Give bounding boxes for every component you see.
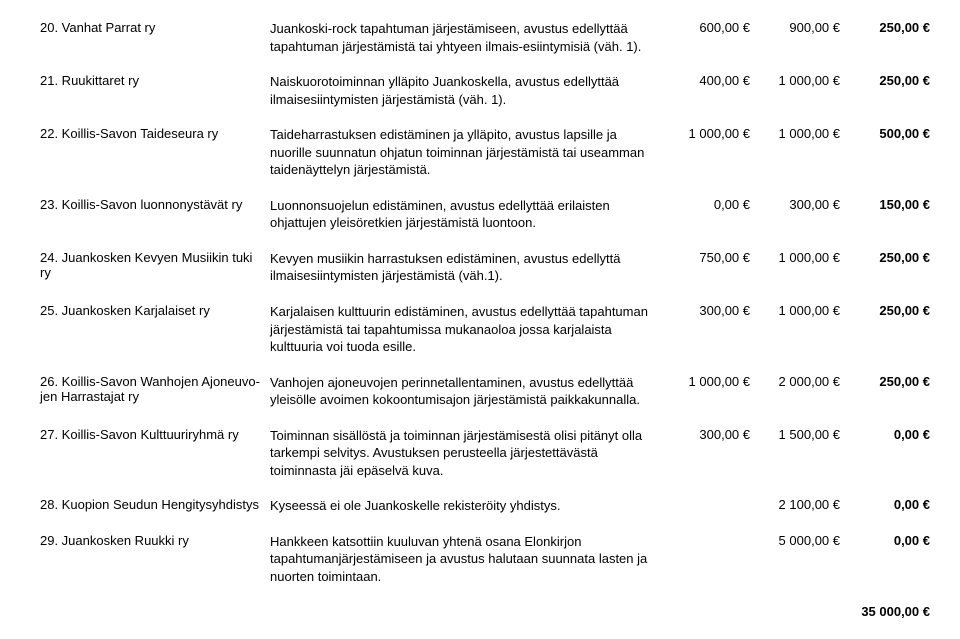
- amount-col-3: 250,00 €: [840, 303, 930, 318]
- amount-col-1: 750,00 €: [660, 250, 750, 265]
- amount-col-2: 900,00 €: [750, 20, 840, 35]
- org-label: 24. Juankosken Kevyen Musiikin tuki ry: [40, 250, 270, 280]
- org-label: 29. Juankosken Ruukki ry: [40, 533, 270, 548]
- org-description: Luonnonsuojelun edistäminen, avustus ede…: [270, 197, 660, 232]
- grant-row: 21. Ruukittaret ryNaiskuorotoiminnan yll…: [40, 73, 920, 108]
- amount-col-3: 0,00 €: [840, 427, 930, 442]
- grant-row: 29. Juankosken Ruukki ryHankkeen katsott…: [40, 533, 920, 586]
- amount-col-1: 600,00 €: [660, 20, 750, 35]
- org-label: 22. Koillis-Savon Taideseura ry: [40, 126, 270, 141]
- org-description: Naiskuorotoiminnan ylläpito Juankoskella…: [270, 73, 660, 108]
- org-description: Vanhojen ajoneuvojen perinnetallentamine…: [270, 374, 660, 409]
- grant-row: 22. Koillis-Savon Taideseura ryTaideharr…: [40, 126, 920, 179]
- grant-row: 25. Juankosken Karjalaiset ryKarjalaisen…: [40, 303, 920, 356]
- grant-row: 27. Koillis-Savon Kulttuuriryhmä ryToimi…: [40, 427, 920, 480]
- org-description: Hankkeen katsottiin kuuluvan yhtenä osan…: [270, 533, 660, 586]
- amount-col-3: 0,00 €: [840, 497, 930, 512]
- amount-col-2: 1 000,00 €: [750, 126, 840, 141]
- org-label: 26. Koillis-Savon Wanhojen Ajoneuvo- jen…: [40, 374, 270, 404]
- amount-col-3: 250,00 €: [840, 374, 930, 389]
- amount-col-1: 300,00 €: [660, 303, 750, 318]
- amount-col-1: 300,00 €: [660, 427, 750, 442]
- total-amount: 35 000,00 €: [840, 604, 930, 619]
- amount-col-2: 2 100,00 €: [750, 497, 840, 512]
- amount-col-3: 500,00 €: [840, 126, 930, 141]
- amount-col-2: 1 000,00 €: [750, 250, 840, 265]
- amount-col-1: 0,00 €: [660, 197, 750, 212]
- org-label: 20. Vanhat Parrat ry: [40, 20, 270, 35]
- org-description: Juankoski-rock tapahtuman järjestämiseen…: [270, 20, 660, 55]
- org-label: 23. Koillis-Savon luonnonystävät ry: [40, 197, 270, 212]
- org-label: 27. Koillis-Savon Kulttuuriryhmä ry: [40, 427, 270, 442]
- grant-row: 20. Vanhat Parrat ryJuankoski-rock tapah…: [40, 20, 920, 55]
- org-description: Taideharrastuksen edistäminen ja ylläpit…: [270, 126, 660, 179]
- amount-col-1: 1 000,00 €: [660, 126, 750, 141]
- org-label: 25. Juankosken Karjalaiset ry: [40, 303, 270, 318]
- amount-col-2: 5 000,00 €: [750, 533, 840, 548]
- amount-col-2: 1 000,00 €: [750, 303, 840, 318]
- org-description: Kyseessä ei ole Juankoskelle rekisteröit…: [270, 497, 660, 515]
- grant-row: 28. Kuopion Seudun HengitysyhdistysKysee…: [40, 497, 920, 515]
- amount-col-2: 300,00 €: [750, 197, 840, 212]
- amount-col-3: 0,00 €: [840, 533, 930, 548]
- amount-col-1: 1 000,00 €: [660, 374, 750, 389]
- amount-col-2: 2 000,00 €: [750, 374, 840, 389]
- amount-col-3: 250,00 €: [840, 73, 930, 88]
- amount-col-1: 400,00 €: [660, 73, 750, 88]
- grant-row: 23. Koillis-Savon luonnonystävät ryLuonn…: [40, 197, 920, 232]
- amount-col-3: 150,00 €: [840, 197, 930, 212]
- grant-row: 24. Juankosken Kevyen Musiikin tuki ryKe…: [40, 250, 920, 285]
- amount-col-3: 250,00 €: [840, 250, 930, 265]
- org-description: Kevyen musiikin harrastuksen edistäminen…: [270, 250, 660, 285]
- grant-row: 26. Koillis-Savon Wanhojen Ajoneuvo- jen…: [40, 374, 920, 409]
- amount-col-3: 250,00 €: [840, 20, 930, 35]
- org-label: 21. Ruukittaret ry: [40, 73, 270, 88]
- org-description: Toiminnan sisällöstä ja toiminnan järjes…: [270, 427, 660, 480]
- total-row: 35 000,00 €: [40, 604, 920, 619]
- org-description: Karjalaisen kulttuurin edistäminen, avus…: [270, 303, 660, 356]
- amount-col-2: 1 000,00 €: [750, 73, 840, 88]
- org-label: 28. Kuopion Seudun Hengitysyhdistys: [40, 497, 270, 512]
- amount-col-2: 1 500,00 €: [750, 427, 840, 442]
